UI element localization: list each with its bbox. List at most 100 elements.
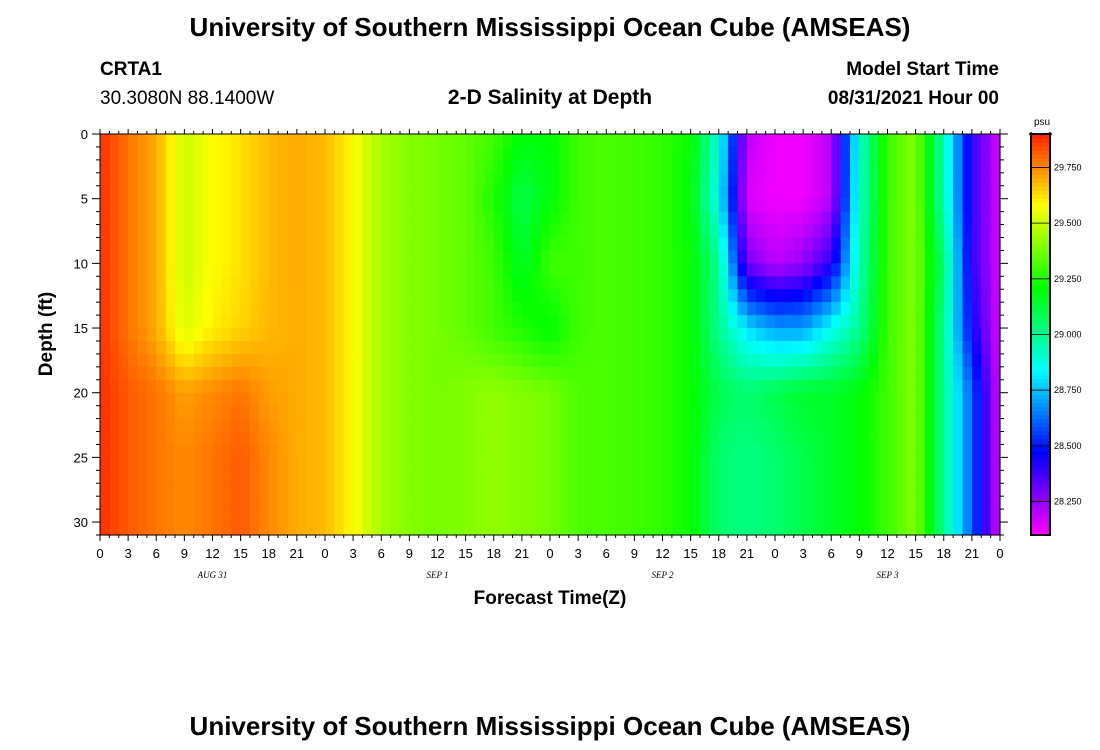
heatmap-cell	[915, 134, 926, 148]
heatmap-cell	[559, 353, 570, 368]
heatmap-cell	[203, 198, 214, 213]
heatmap-cell	[278, 146, 289, 161]
heatmap-cell	[653, 431, 664, 446]
heatmap-cell	[550, 470, 560, 484]
heatmap-cell	[287, 431, 298, 446]
heatmap-cell	[878, 224, 889, 239]
heatmap-cell	[775, 340, 785, 355]
heatmap-cell	[146, 496, 157, 510]
heatmap-cell	[793, 405, 804, 420]
heatmap-cell	[943, 405, 954, 420]
heatmap-cell	[493, 522, 504, 536]
heatmap-cell	[803, 134, 814, 148]
heatmap-cell	[596, 185, 607, 200]
heatmap-cell	[962, 172, 973, 187]
heatmap-cell	[962, 444, 973, 458]
heatmap-cell	[156, 198, 167, 213]
heatmap-cell	[362, 159, 373, 174]
heatmap-cell	[381, 172, 392, 187]
heatmap-cell	[437, 250, 448, 264]
heatmap-cell	[821, 405, 832, 420]
heatmap-cell	[315, 418, 326, 433]
heatmap-cell	[137, 315, 148, 329]
heatmap-cell	[531, 483, 542, 497]
heatmap-cell	[278, 224, 289, 239]
heatmap-cell	[587, 379, 598, 394]
heatmap-cell	[203, 353, 214, 368]
heatmap-cell	[306, 302, 317, 316]
heatmap-cell	[784, 457, 795, 471]
heatmap-cell	[596, 353, 607, 368]
heatmap-cell	[596, 457, 607, 471]
heatmap-cell	[878, 315, 889, 329]
heatmap-cell	[156, 444, 167, 458]
heatmap-cell	[400, 289, 410, 303]
heatmap-cell	[287, 457, 298, 471]
heatmap-cell	[887, 483, 898, 497]
heatmap-cell	[353, 263, 364, 277]
heatmap-cell	[493, 237, 504, 252]
heatmap-cell	[700, 289, 710, 303]
heatmap-cell	[221, 172, 232, 187]
heatmap-cell	[371, 237, 382, 252]
heatmap-cell	[212, 211, 223, 226]
heatmap-cell	[287, 444, 298, 458]
heatmap-cell	[503, 250, 514, 264]
heatmap-cell	[812, 315, 823, 329]
heatmap-cell	[250, 276, 260, 290]
heatmap-cell	[475, 237, 485, 252]
colorbar-segment	[1031, 174, 1050, 179]
heatmap-cell	[259, 276, 270, 290]
heatmap-cell	[596, 276, 607, 290]
heatmap-cell	[990, 366, 1001, 381]
heatmap-cell	[446, 134, 457, 148]
heatmap-cell	[250, 444, 260, 458]
heatmap-cell	[512, 431, 523, 446]
heatmap-cell	[268, 496, 279, 510]
heatmap-cell	[409, 509, 420, 523]
heatmap-cell	[831, 172, 842, 187]
heatmap-cell	[306, 340, 317, 355]
heatmap-cell	[493, 276, 504, 290]
heatmap-cell	[465, 496, 476, 510]
heatmap-cell	[315, 250, 326, 264]
heatmap-cell	[437, 418, 448, 433]
heatmap-cell	[371, 198, 382, 213]
heatmap-cell	[100, 250, 110, 264]
heatmap-cell	[446, 172, 457, 187]
heatmap-cell	[240, 522, 251, 536]
heatmap-cell	[531, 509, 542, 523]
heatmap-cell	[231, 185, 242, 200]
heatmap-cell	[306, 457, 317, 471]
heatmap-cell	[765, 340, 776, 355]
heatmap-cell	[315, 496, 326, 510]
heatmap-cell	[775, 483, 785, 497]
heatmap-cell	[437, 302, 448, 316]
heatmap-cell	[465, 302, 476, 316]
heatmap-cell	[990, 431, 1001, 446]
heatmap-cell	[146, 418, 157, 433]
heatmap-cell	[493, 263, 504, 277]
heatmap-cell	[653, 250, 664, 264]
heatmap-cell	[625, 328, 635, 342]
colorbar-segment	[1031, 414, 1050, 420]
heatmap-cell	[709, 522, 720, 536]
heatmap-cell	[184, 198, 195, 213]
colorbar-segment	[1031, 246, 1050, 251]
colorbar-segment	[1031, 186, 1050, 191]
heatmap-cell	[765, 185, 776, 200]
heatmap-cell	[953, 509, 964, 523]
heatmap-cell	[203, 470, 214, 484]
heatmap-cell	[540, 159, 551, 174]
heatmap-cell	[915, 146, 926, 161]
heatmap-cell	[371, 431, 382, 446]
heatmap-cell	[718, 366, 729, 381]
heatmap-cell	[137, 328, 148, 342]
heatmap-cell	[925, 509, 935, 523]
heatmap-cell	[128, 224, 139, 239]
heatmap-cell	[371, 418, 382, 433]
heatmap-cell	[484, 483, 495, 497]
heatmap-cell	[250, 263, 260, 277]
heatmap-cell	[756, 134, 767, 148]
heatmap-cell	[634, 198, 645, 213]
